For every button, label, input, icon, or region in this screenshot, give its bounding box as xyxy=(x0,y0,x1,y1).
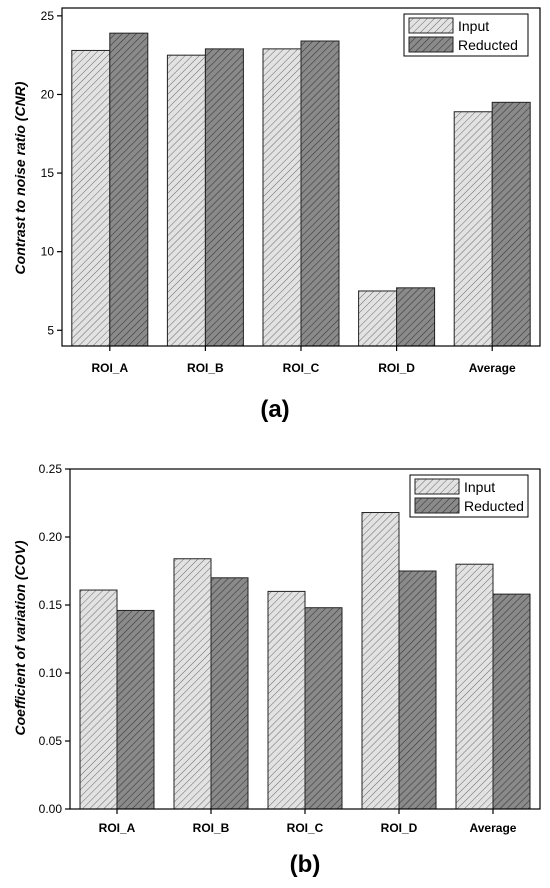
bar-reducted-roi-a xyxy=(109,32,149,347)
bar-input-roi-b xyxy=(173,558,212,810)
bar-input-average xyxy=(453,111,493,347)
y-tick-label: 10 xyxy=(41,245,55,259)
bar-input-roi-a xyxy=(79,589,118,810)
bar-reducted-roi-c xyxy=(300,40,340,347)
legend: Input Reducted xyxy=(403,13,529,57)
cov-chart: Coefficient of variation (COV) 0.000.050… xyxy=(12,462,541,878)
y-tick-label: 0.10 xyxy=(39,666,63,680)
y-tick-label: 15 xyxy=(41,166,55,180)
cnr-chart: Contrast to noise ratio (CNR) 5 10 15 20 25 R… xyxy=(12,7,541,423)
legend-swatch-input xyxy=(408,17,454,34)
x-tick-label: Average xyxy=(470,821,517,835)
plot-frame xyxy=(69,468,541,810)
bar-input-roi-b xyxy=(166,54,206,347)
bar-reducted-roi-a xyxy=(116,609,155,810)
bar-reducted-roi-c xyxy=(304,607,343,810)
x-tick-label: ROI_D xyxy=(378,361,415,375)
y-axis-label: Coefficient of variation (COV) xyxy=(12,540,28,735)
y-tick-label: 20 xyxy=(41,87,55,101)
bar-reducted-average xyxy=(491,101,531,347)
x-tick-label: ROI_C xyxy=(283,361,320,375)
bar-reducted-roi-d xyxy=(396,287,436,347)
y-tick-label: 0.20 xyxy=(39,530,63,544)
x-tick-label: ROI_D xyxy=(381,821,418,835)
bar-reducted-average xyxy=(492,593,531,810)
bar-input-roi-c xyxy=(262,48,302,347)
bar-input-average xyxy=(455,563,494,810)
x-tick-label: ROI_B xyxy=(193,821,230,835)
plot-frame xyxy=(61,7,541,347)
bar-reducted-roi-d xyxy=(398,570,437,810)
legend-label-input: Input xyxy=(458,18,489,34)
y-tick-label: 25 xyxy=(41,9,55,23)
legend-label-input: Input xyxy=(464,479,495,495)
y-axis-label: Contrast to noise ratio (CNR) xyxy=(12,81,28,274)
x-tick-label: ROI_C xyxy=(287,821,324,835)
legend: Input Reducted xyxy=(409,474,529,518)
x-tick-label: ROI_A xyxy=(91,361,128,375)
legend-swatch-input xyxy=(414,478,460,495)
cnr-chart-marks: 5 10 15 20 25 ROI_A ROI_B ROI_C ROI_D Average xyxy=(41,9,531,375)
y-tick-label: 0.15 xyxy=(39,598,63,612)
legend-swatch-reducted xyxy=(414,497,460,514)
bar-input-roi-d xyxy=(361,512,400,810)
legend-swatch-reducted xyxy=(408,36,454,53)
y-tick-label: 5 xyxy=(47,323,54,337)
panel-label: (a) xyxy=(260,396,289,423)
y-tick-label: 0.00 xyxy=(39,802,63,816)
x-tick-label: ROI_B xyxy=(187,361,224,375)
y-tick-label: 0.05 xyxy=(39,734,63,748)
legend-label-reducted: Reducted xyxy=(458,37,518,53)
bar-input-roi-c xyxy=(267,590,306,810)
bar-input-roi-d xyxy=(358,290,398,347)
x-tick-label: ROI_A xyxy=(99,821,136,835)
y-tick-label: 0.25 xyxy=(39,462,63,476)
legend-label-reducted: Reducted xyxy=(464,498,524,514)
cov-chart-marks: 0.00 0.05 0.10 0.15 0.20 0.25 ROI_A ROI_B ROI_C R… xyxy=(39,462,531,835)
bar-reducted-roi-b xyxy=(204,48,244,347)
bar-reducted-roi-b xyxy=(210,577,249,810)
bar-input-roi-a xyxy=(71,49,111,347)
panel-label: (b) xyxy=(290,851,321,878)
x-tick-label: Average xyxy=(469,361,516,375)
